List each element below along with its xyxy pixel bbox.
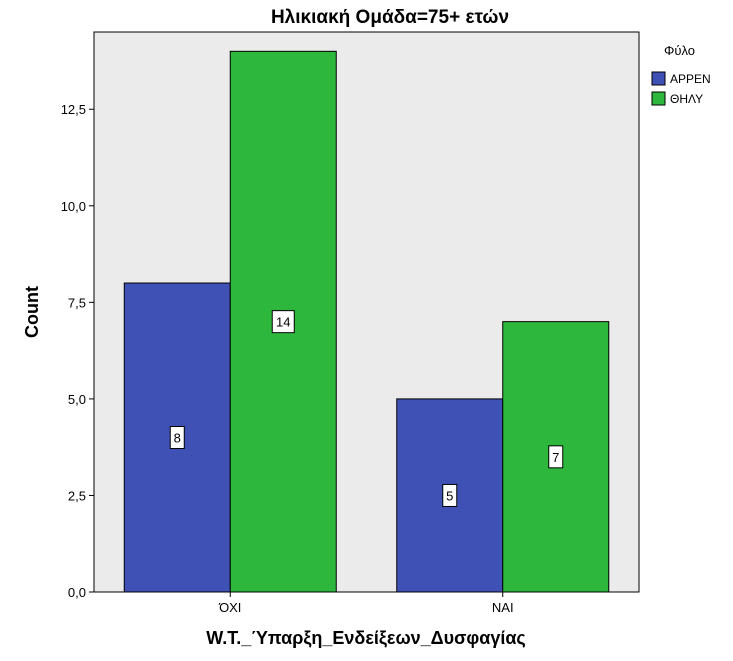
legend-swatch: [651, 71, 666, 86]
data-label-box: [271, 310, 295, 334]
data-label-text: 5: [446, 488, 453, 503]
legend-title: Φύλο: [664, 43, 695, 58]
legend: Φύλο ΑΡΡΕΝ ΘΗΛΥ: [651, 43, 711, 106]
data-label-box: [442, 483, 458, 507]
data-label-box: [548, 445, 564, 469]
x-axis-title: W.T._Ύπαρξη_Ενδείξεων_Δυσφαγίας: [206, 628, 526, 649]
y-tick-label: 0,0: [68, 585, 86, 600]
data-label-text: 14: [276, 315, 290, 330]
y-tick-label: 10,0: [61, 199, 86, 214]
legend-label: ΘΗΛΥ: [670, 92, 703, 106]
y-axis: 0,0 2,5 5,0 7,5 10,0 12,5: [61, 102, 94, 600]
y-tick-label: 2,5: [68, 488, 86, 503]
x-axis: ΌΧΙ ΝΑΙ: [218, 592, 514, 615]
legend-label: ΑΡΡΕΝ: [670, 72, 711, 86]
y-tick-label: 7,5: [68, 295, 86, 310]
chart-title: Ηλικιακή Ομάδα=75+ ετών: [271, 7, 509, 28]
data-label: 14: [271, 310, 295, 334]
x-tick-label: ΝΑΙ: [492, 600, 514, 615]
x-tick-label: ΌΧΙ: [218, 600, 241, 615]
data-label-text: 8: [174, 431, 181, 446]
data-labels-group: 8 14 5 7: [169, 310, 564, 507]
data-label: 5: [442, 483, 458, 507]
data-label: 8: [169, 426, 185, 450]
y-tick-label: 5,0: [68, 392, 86, 407]
data-label: 7: [548, 445, 564, 469]
y-tick-label: 12,5: [61, 102, 86, 117]
y-axis-title: Count: [22, 286, 42, 338]
data-label-box: [169, 426, 185, 450]
legend-swatch: [651, 91, 666, 106]
data-label-text: 7: [552, 450, 559, 465]
